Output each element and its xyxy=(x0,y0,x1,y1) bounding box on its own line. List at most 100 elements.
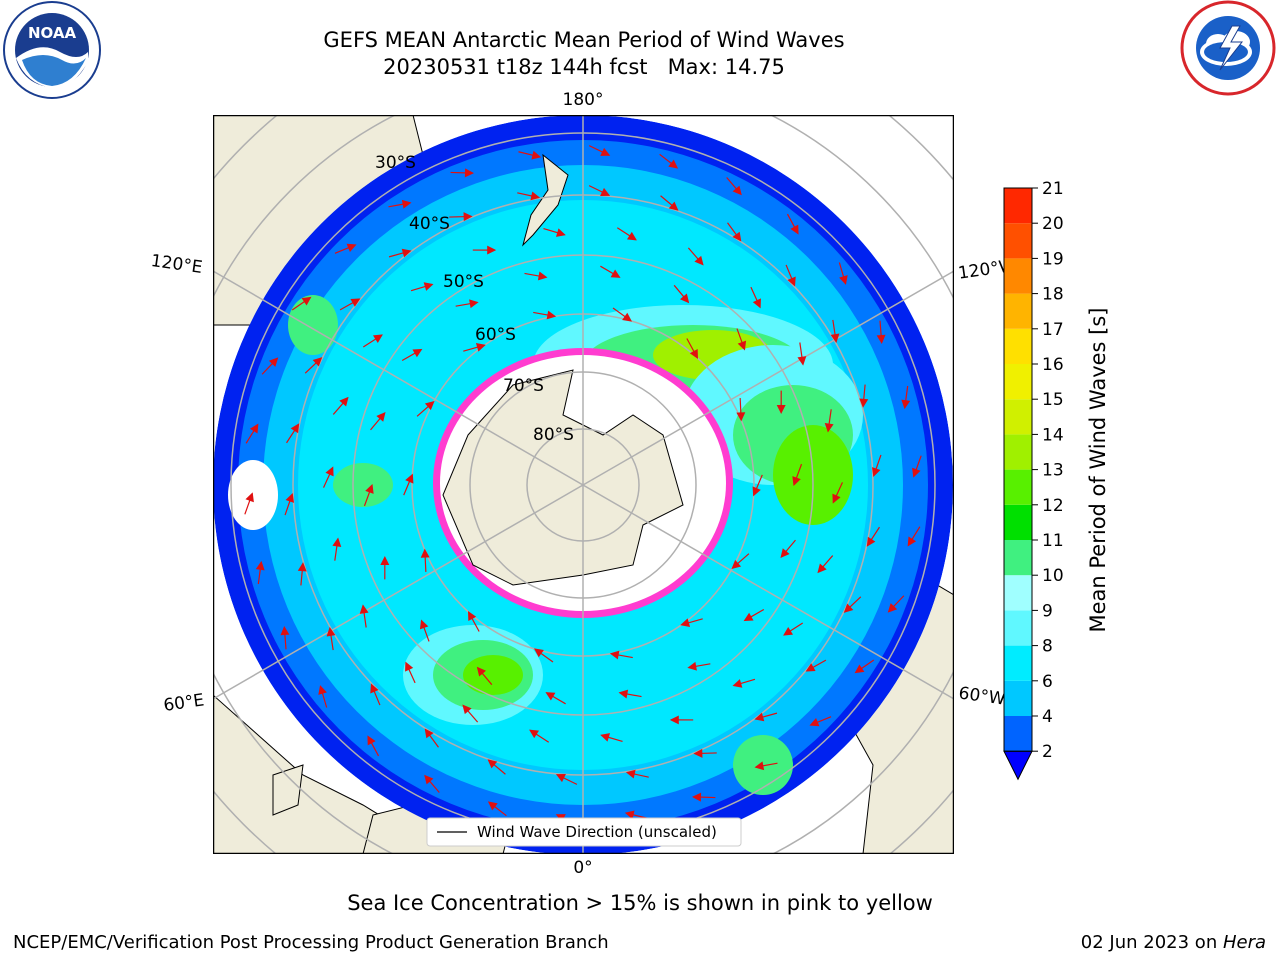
wind-arrow-head xyxy=(669,715,679,725)
wind-arrow-head xyxy=(401,199,412,209)
wind-arrow-head xyxy=(692,792,702,802)
wind-arrow-head xyxy=(268,357,279,367)
map-legend: Wind Wave Direction (unscaled) xyxy=(426,817,742,847)
wind-arrow-head xyxy=(537,271,548,281)
colorbar-cell xyxy=(1004,540,1032,576)
wind-arrow-head xyxy=(370,683,379,694)
colorbar-cell xyxy=(1004,293,1032,329)
wind-arrow-head xyxy=(380,556,390,565)
wind-arrow-head xyxy=(832,493,841,504)
wind-arrow-head xyxy=(600,147,611,156)
wind-arrow-head xyxy=(809,718,820,727)
lon-label-60e: 60°E xyxy=(162,690,205,715)
lat-label-60s: 60°S xyxy=(475,325,516,345)
lat-label-70s: 70°S xyxy=(503,376,544,396)
wind-arrow-head xyxy=(776,405,786,414)
wind-arrow-head xyxy=(693,748,703,758)
lat-label-30s: 30°S xyxy=(375,153,416,173)
colorbar-tick-label: 18 xyxy=(1042,285,1064,305)
wind-arrow-head xyxy=(600,733,611,742)
wind-arrow-head xyxy=(487,245,497,255)
noaa-logo: NOAA xyxy=(0,0,104,100)
wind-arrow-head xyxy=(280,626,290,636)
wind-arrow-head xyxy=(694,255,704,266)
wind-arrow-head xyxy=(736,412,746,422)
wind-arrow-head xyxy=(752,298,761,309)
wind-arrow-head xyxy=(318,685,327,695)
wind-arrow-head xyxy=(555,774,566,783)
wind-arrow-head xyxy=(843,603,854,613)
wind-arrow-head xyxy=(901,399,911,410)
wind-arrow-head xyxy=(285,492,294,503)
wind-arrow-head xyxy=(805,663,816,672)
wind-arrow-head xyxy=(405,473,414,484)
wind-arrow-head xyxy=(797,356,807,366)
wind-arrow-head xyxy=(866,536,876,547)
wind-arrow-head xyxy=(680,618,691,628)
wind-arrow-head xyxy=(462,704,472,715)
lat-label-80s: 80°S xyxy=(533,425,574,445)
wind-arrow-head xyxy=(290,423,300,434)
lon-label-120e: 120°E xyxy=(150,251,204,278)
wind-arrow-head xyxy=(487,759,498,769)
wind-arrow-head xyxy=(824,422,834,433)
wind-arrow-head xyxy=(876,334,886,344)
colorbar-extend xyxy=(1003,750,1033,781)
wind-arrow-head xyxy=(732,185,742,196)
colorbar-cell xyxy=(1004,716,1032,752)
wind-arrow-head xyxy=(325,466,334,477)
wind-arrow-head xyxy=(872,467,881,478)
wind-arrow-head xyxy=(376,412,386,422)
wind-arrow-head xyxy=(332,537,342,548)
wind-arrow-head xyxy=(463,212,473,222)
wind-arrow-head xyxy=(467,610,477,621)
wind-arrow-head xyxy=(787,276,796,287)
wind-arrow-head xyxy=(372,334,383,343)
colorbar-tick-label: 17 xyxy=(1042,320,1064,340)
wind-arrow-head xyxy=(469,299,479,309)
wind-arrow-head xyxy=(339,396,349,407)
wind-arrow-head xyxy=(405,661,414,672)
colorbar-tick-label: 9 xyxy=(1042,601,1053,621)
wind-arrow-head xyxy=(600,187,611,196)
wind-arrow-head xyxy=(622,312,632,322)
wind-arrow-head xyxy=(780,548,790,558)
colorbar-tick-label: 12 xyxy=(1042,496,1064,516)
wind-arrow-head xyxy=(249,423,259,434)
colorbar-tick-label: 19 xyxy=(1042,249,1064,269)
footer-right: 02 Jun 2023 on Hera xyxy=(1081,932,1266,953)
wind-arrow-head xyxy=(424,728,434,739)
map-subtitle: 20230531 t18z 144h fcst Max: 14.75 xyxy=(383,55,785,79)
wind-arrow-head xyxy=(907,536,917,547)
wind-arrow-head xyxy=(626,231,637,241)
wind-arrow-head xyxy=(792,476,801,487)
wind-arrow-head xyxy=(359,604,369,614)
wind-arrow-head xyxy=(365,483,374,494)
wind-arrow-head xyxy=(609,650,620,660)
wind-arrow-head xyxy=(859,398,869,408)
wind-wave-arrows xyxy=(244,145,922,825)
polar-map: 30°S 40°S 50°S 60°S 70°S 80°S Wind Wave … xyxy=(212,114,955,855)
colorbar-tick-label: 20 xyxy=(1042,214,1064,234)
wind-arrow-head xyxy=(301,296,312,306)
colorbar-cell xyxy=(1004,645,1032,681)
wind-arrow-head xyxy=(531,150,542,160)
legend-label: Wind Wave Direction (unscaled) xyxy=(477,823,717,841)
new-zealand-landmass xyxy=(522,153,569,247)
wind-arrow-head xyxy=(546,310,557,320)
colorbar-tick-label: 8 xyxy=(1042,637,1053,657)
noaa-logo-text: NOAA xyxy=(28,24,77,42)
colorbar-tick-label: 21 xyxy=(1042,180,1064,199)
lon-label-180: 180° xyxy=(563,90,604,110)
wind-arrow-head xyxy=(754,761,765,771)
wind-arrow-head xyxy=(255,560,265,571)
colorbar-cell xyxy=(1004,223,1032,259)
wind-arrow-head xyxy=(839,275,848,285)
wind-arrow-head xyxy=(912,467,921,478)
wind-arrow-head xyxy=(534,648,544,658)
colorbar-cell xyxy=(1004,434,1032,470)
wind-arrow-head xyxy=(487,801,498,811)
wind-arrow-head xyxy=(737,340,747,351)
colorbar-cell xyxy=(1004,399,1032,435)
colorbar-tick-label: 14 xyxy=(1042,425,1064,445)
